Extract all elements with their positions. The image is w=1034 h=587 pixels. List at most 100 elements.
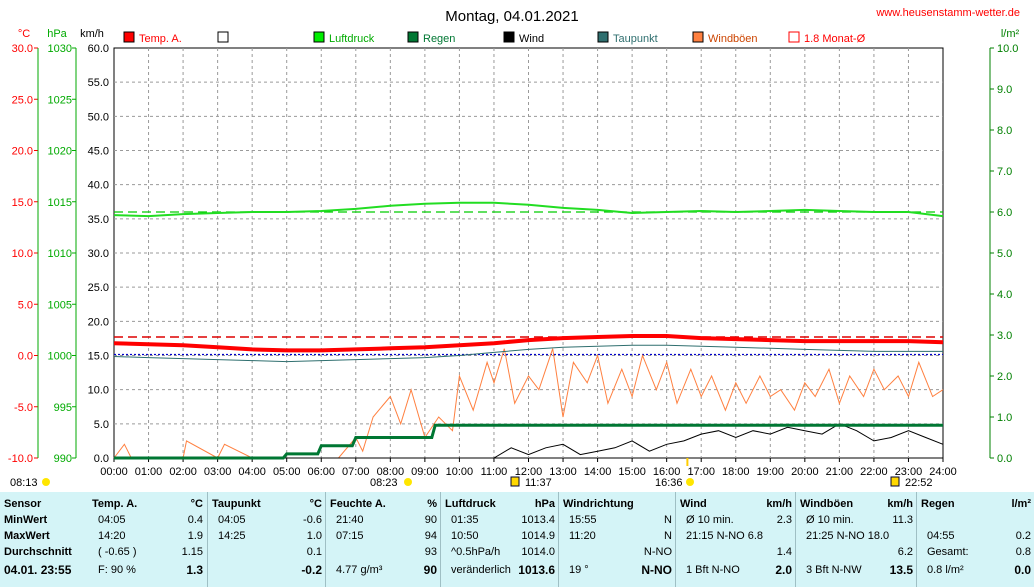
stats-cell-row: 1.4: [680, 544, 792, 560]
stats-col-2: Feuchte A.% 21:40 90 07:15 94 93 4.77 g/m³ 90: [325, 492, 441, 587]
stats-cell-value: 2.3: [776, 514, 792, 526]
stats-header-unit: l/m²: [1011, 498, 1031, 510]
x-tick-label: 09:00: [411, 466, 439, 478]
y-tick-kmh: 10.0: [88, 385, 109, 397]
stats-cell-row: 93: [330, 544, 437, 560]
stats-col-header: Windböen km/h: [800, 496, 913, 512]
y-tick-kmh: 40.0: [88, 180, 109, 192]
stats-header-label: Temp. A.: [92, 498, 138, 510]
y-tick-temp: 10.0: [12, 248, 33, 260]
marker-label: 22:52: [905, 477, 933, 489]
stats-cell-row: 1 Bft N-NO 2.0: [680, 562, 792, 578]
legend-swatch: [123, 31, 135, 43]
stats-cell-row: 21:25 N-NO 18.0: [800, 528, 913, 544]
series-temp-line: [113, 334, 944, 353]
sunset-icon: [686, 478, 694, 486]
website-link[interactable]: www.heusenstamm-wetter.de: [875, 7, 1020, 19]
legend-swatch: [503, 31, 515, 43]
legend-swatch: [407, 31, 419, 43]
series-regen-line: [114, 423, 943, 460]
stats-cell-label: 14:20: [98, 530, 126, 542]
stats-header-unit: km/h: [766, 498, 792, 510]
stats-header-label: Wind: [680, 498, 707, 510]
stats-cell-row: -0.2: [212, 562, 322, 578]
stats-cell-label: 15:55: [569, 514, 597, 526]
stats-cell-value: N: [664, 514, 672, 526]
stats-cell-label: veränderlich: [451, 564, 511, 576]
stats-col-header: Regen l/m²: [921, 496, 1031, 512]
stats-cell-value: N: [664, 530, 672, 542]
stats-cell-value: 0.8: [1015, 546, 1031, 558]
stats-cell-row: 6.2: [800, 544, 913, 560]
stats-cell-value: N-NO: [643, 546, 672, 558]
y-tick-rain: 8.0: [997, 125, 1012, 137]
stats-col-header: Feuchte A.%: [330, 496, 437, 512]
sun-icon: [404, 478, 412, 486]
stats-cell-row: 01:35 1013.4: [445, 512, 555, 528]
x-tick-label: 04:00: [238, 466, 266, 478]
series-wind-line: [114, 423, 944, 459]
statistics-panel: Sensor MinWert MaxWert Durchschnitt 04.0…: [0, 492, 1034, 587]
stats-col-6: Windböen km/h Ø 10 min. 11.3 21:25 N-NO 18.0…: [795, 492, 917, 587]
stats-header-unit: °C: [190, 498, 203, 510]
stats-cell-label: 07:15: [336, 530, 364, 542]
stats-cell-label: 04:05: [98, 514, 126, 526]
x-tick-label: 10:00: [446, 466, 474, 478]
stats-cell-row: 0.8 l/m² 0.0: [921, 562, 1031, 578]
y-tick-rain: 5.0: [997, 248, 1012, 260]
stats-header-unit: %: [427, 498, 437, 510]
stats-cell-row: N-NO: [563, 544, 672, 560]
stats-cell-value: 0.1: [306, 546, 322, 558]
x-tick-label: 13:00: [549, 466, 577, 478]
x-tick-label: 12:00: [515, 466, 543, 478]
stats-cell-row: 07:15 94: [330, 528, 437, 544]
stats-cell-label: 11:20: [569, 530, 596, 542]
y-tick-rain: 7.0: [997, 166, 1012, 178]
y-tick-hpa: 1030: [48, 43, 72, 55]
series-windboeen-line: [113, 348, 944, 459]
stats-cell-label: Gesamt:: [927, 546, 969, 558]
y-tick-hpa: 995: [54, 402, 72, 414]
stats-cell-row: 14:25 1.0: [212, 528, 322, 544]
y-tick-kmh: 45.0: [88, 146, 109, 158]
stats-cell-value: N-NO: [641, 563, 672, 577]
stats-cell-value: 90: [423, 563, 437, 577]
stats-cell-label: 01:35: [451, 514, 479, 526]
axis-unit-celsius: °C: [18, 28, 30, 40]
stats-header-label: Taupunkt: [212, 498, 261, 510]
y-tick-hpa: 1025: [48, 94, 72, 106]
stats-cell-value: 6.2: [897, 546, 913, 558]
x-tick-label: 05:00: [273, 466, 301, 478]
stats-cell-label: 21:25 N-NO 18.0: [806, 530, 890, 542]
stats-cell-row: [921, 512, 1031, 528]
y-tick-rain: 6.0: [997, 207, 1012, 219]
stats-cell-value: 2.0: [775, 563, 792, 577]
stats-col-3: Luftdruck hPa 01:35 1013.4 10:50 1014.9 ^0.5hP…: [440, 492, 559, 587]
x-tick-label: 20:00: [791, 466, 819, 478]
stats-cell-value: 1.4: [776, 546, 792, 558]
y-tick-temp: 30.0: [12, 43, 33, 55]
legend-label: Luftdruck: [329, 33, 375, 45]
row-label-current: 04.01. 23:55: [4, 563, 72, 577]
legend-label: Windböen: [708, 33, 758, 45]
stats-col-header: Windrichtung: [563, 496, 672, 512]
stats-cell-value: 94: [424, 530, 437, 542]
stats-cell-value: 1013.4: [521, 514, 555, 526]
y-tick-rain: 4.0: [997, 289, 1012, 301]
y-tick-hpa: 1020: [48, 146, 72, 158]
stats-cell-label: 21:40: [336, 514, 364, 526]
stats-cell-label: Ø 10 min.: [806, 514, 854, 526]
y-tick-temp: -10.0: [8, 453, 33, 465]
axis-unit-rain: l/m²: [1001, 28, 1020, 40]
y-tick-hpa: 990: [54, 453, 72, 465]
x-tick-label: 08:00: [377, 466, 405, 478]
series-taupunkt-line: [113, 344, 943, 363]
stats-cell-row: 04:05 -0.6: [212, 512, 322, 528]
stats-header-label: Luftdruck: [445, 498, 496, 510]
legend-swatch: [788, 31, 800, 43]
legend-swatch: [313, 31, 325, 43]
x-tick-label: 24:00: [929, 466, 957, 478]
x-tick-label: 11:00: [481, 466, 508, 478]
x-tick-label: 19:00: [757, 466, 785, 478]
legend-swatch: [597, 31, 609, 43]
